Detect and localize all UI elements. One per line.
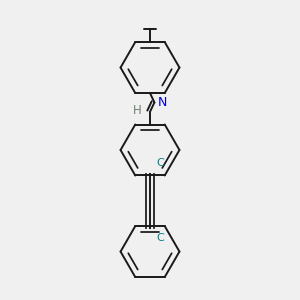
- Text: C: C: [157, 158, 164, 168]
- Text: H: H: [132, 104, 141, 117]
- Text: N: N: [158, 96, 167, 109]
- Text: C: C: [157, 233, 164, 243]
